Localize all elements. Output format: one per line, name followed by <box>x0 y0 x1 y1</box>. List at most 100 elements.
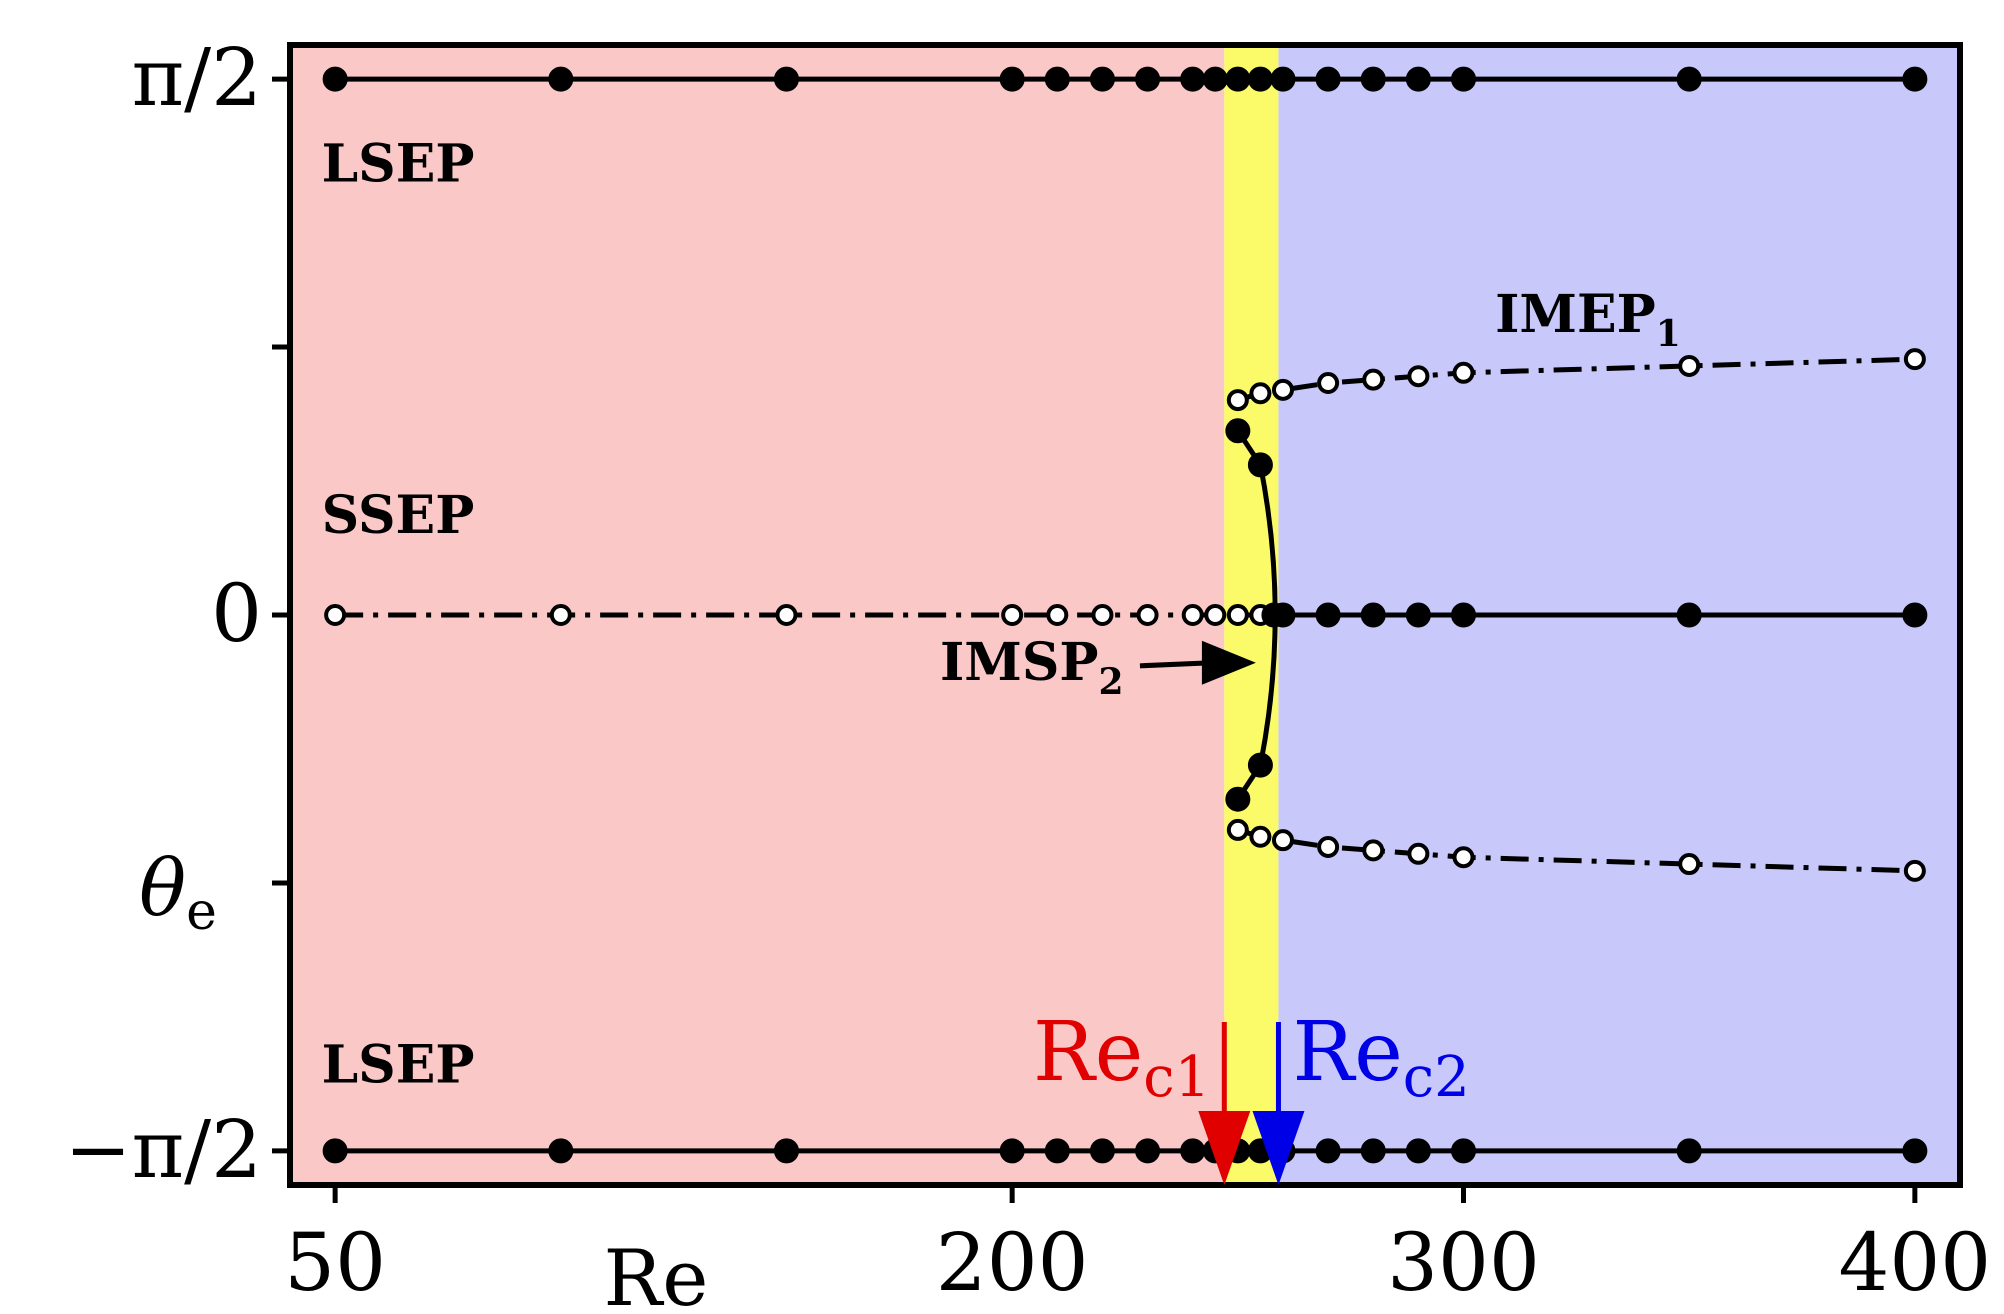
series-3-point-6 <box>1902 602 1928 628</box>
series-2-point-8 <box>1204 604 1227 626</box>
series-4-point-7 <box>1678 354 1701 377</box>
series-1-point-7 <box>1180 1138 1206 1164</box>
series-1-point-6 <box>1135 1138 1161 1164</box>
x-tick-label-0: 50 <box>284 1216 386 1309</box>
series-0-point-6 <box>1135 66 1161 92</box>
series-1-point-13 <box>1360 1138 1386 1164</box>
series-0-point-9 <box>1225 66 1251 92</box>
annotation-2: SSEP <box>322 485 475 546</box>
series-6-point-0 <box>1225 418 1251 444</box>
series-3-point-2 <box>1360 602 1386 628</box>
series-0-point-13 <box>1360 66 1386 92</box>
x-axis-ticks: 50 200 300 400 <box>284 1185 1991 1309</box>
series-1-point-12 <box>1315 1138 1341 1164</box>
x-axis-label: Re <box>604 1234 709 1314</box>
series-4-point-8 <box>1903 348 1926 371</box>
series-5-point-7 <box>1678 853 1701 876</box>
series-1-point-15 <box>1451 1138 1477 1164</box>
critical-marker-0-subscript: c1 <box>1143 1045 1210 1110</box>
series-2-point-9 <box>1226 604 1249 626</box>
series-0-point-8 <box>1202 66 1228 92</box>
annotation-4-subscript: 2 <box>1098 661 1123 703</box>
critical-marker-0-head <box>1198 1111 1251 1185</box>
series-2-point-6 <box>1136 604 1159 626</box>
series-4-point-6 <box>1452 361 1475 384</box>
series-5-point-2 <box>1271 829 1294 852</box>
x-tick-label-2: 300 <box>1387 1216 1540 1309</box>
series-3-point-5 <box>1676 602 1702 628</box>
series-6-point-4 <box>1225 786 1251 812</box>
series-5-point-4 <box>1362 839 1385 862</box>
series-3-point-1 <box>1315 602 1341 628</box>
series-2-point-7 <box>1181 604 1204 626</box>
y-axis-label: θe <box>139 844 217 942</box>
annotation-0: LSEP <box>322 134 475 195</box>
series-1-point-1 <box>548 1138 574 1164</box>
series-6-point-2 <box>1261 602 1287 628</box>
annotation-3: IMEP1 <box>1495 284 1681 355</box>
series-0-point-14 <box>1405 66 1431 92</box>
series-1-point-14 <box>1405 1138 1431 1164</box>
series-1-point-2 <box>773 1138 799 1164</box>
annotation-4-arrow-head <box>1201 640 1256 685</box>
series-0-point-11 <box>1270 66 1296 92</box>
series-1-point-16 <box>1676 1138 1702 1164</box>
annotation-1: LSEP <box>322 1034 475 1095</box>
series-4-point-0 <box>1226 389 1249 412</box>
series-0-point-12 <box>1315 66 1341 92</box>
series-2-point-2 <box>775 604 798 626</box>
series-0-point-3 <box>999 66 1025 92</box>
series-0-point-16 <box>1676 66 1702 92</box>
critical-marker-1-subscript: c2 <box>1403 1045 1470 1110</box>
series-5-point-1 <box>1249 825 1272 848</box>
series-5-point-3 <box>1317 835 1340 858</box>
series-2-point-5 <box>1091 604 1114 626</box>
series-4-point-3 <box>1317 372 1340 395</box>
series-2-point-3 <box>1001 604 1024 626</box>
series-1-point-0 <box>322 1138 348 1164</box>
series-0-point-15 <box>1451 66 1477 92</box>
series-0-point-2 <box>773 66 799 92</box>
y-axis-ticks: π/2 0 −π/2 <box>65 31 290 1196</box>
series-2-point-1 <box>549 604 572 626</box>
series-5-line <box>1237 827 1915 874</box>
series-1-point-4 <box>1044 1138 1070 1164</box>
series-5-point-6 <box>1452 846 1475 869</box>
series-1-point-17 <box>1902 1138 1928 1164</box>
series-4-line <box>1237 356 1915 403</box>
series-0-point-10 <box>1247 66 1273 92</box>
annotation-4: IMSP2 <box>940 632 1124 703</box>
series-6-point-3 <box>1247 752 1273 778</box>
series-0-point-17 <box>1902 66 1928 92</box>
series-4-point-5 <box>1407 365 1430 388</box>
series-2-point-4 <box>1046 604 1069 626</box>
critical-marker-1-head <box>1252 1111 1305 1185</box>
series-4-point-4 <box>1362 368 1385 391</box>
series-5-point-0 <box>1226 818 1249 841</box>
series-0-point-1 <box>548 66 574 92</box>
series-6-point-1 <box>1247 452 1273 478</box>
series-0-point-5 <box>1089 66 1115 92</box>
annotations: LSEP LSEP SSEP IMEP1 IMSP2 <box>322 134 1681 1096</box>
series-4-point-2 <box>1271 378 1294 401</box>
series-0-point-7 <box>1180 66 1206 92</box>
x-tick-label-3: 400 <box>1839 1216 1992 1309</box>
series-1-point-3 <box>999 1138 1025 1164</box>
series-3-point-4 <box>1451 602 1477 628</box>
annotation-3-subscript: 1 <box>1656 313 1681 355</box>
series-2-point-0 <box>324 604 347 626</box>
series-4-point-1 <box>1249 382 1272 405</box>
series-5-point-5 <box>1407 842 1430 865</box>
series-0-point-0 <box>322 66 348 92</box>
series-5-point-8 <box>1903 859 1926 882</box>
y-tick-label-0: π/2 <box>132 31 262 124</box>
series <box>322 66 1928 1164</box>
x-tick-label-1: 200 <box>936 1216 1089 1309</box>
series-0-point-4 <box>1044 66 1070 92</box>
annotation-4-arrow-shaft <box>1139 660 1212 669</box>
y-tick-label-1: 0 <box>211 567 262 660</box>
series-1-point-5 <box>1089 1138 1115 1164</box>
y-tick-label-2: −π/2 <box>65 1103 262 1196</box>
series-3-point-3 <box>1405 602 1431 628</box>
